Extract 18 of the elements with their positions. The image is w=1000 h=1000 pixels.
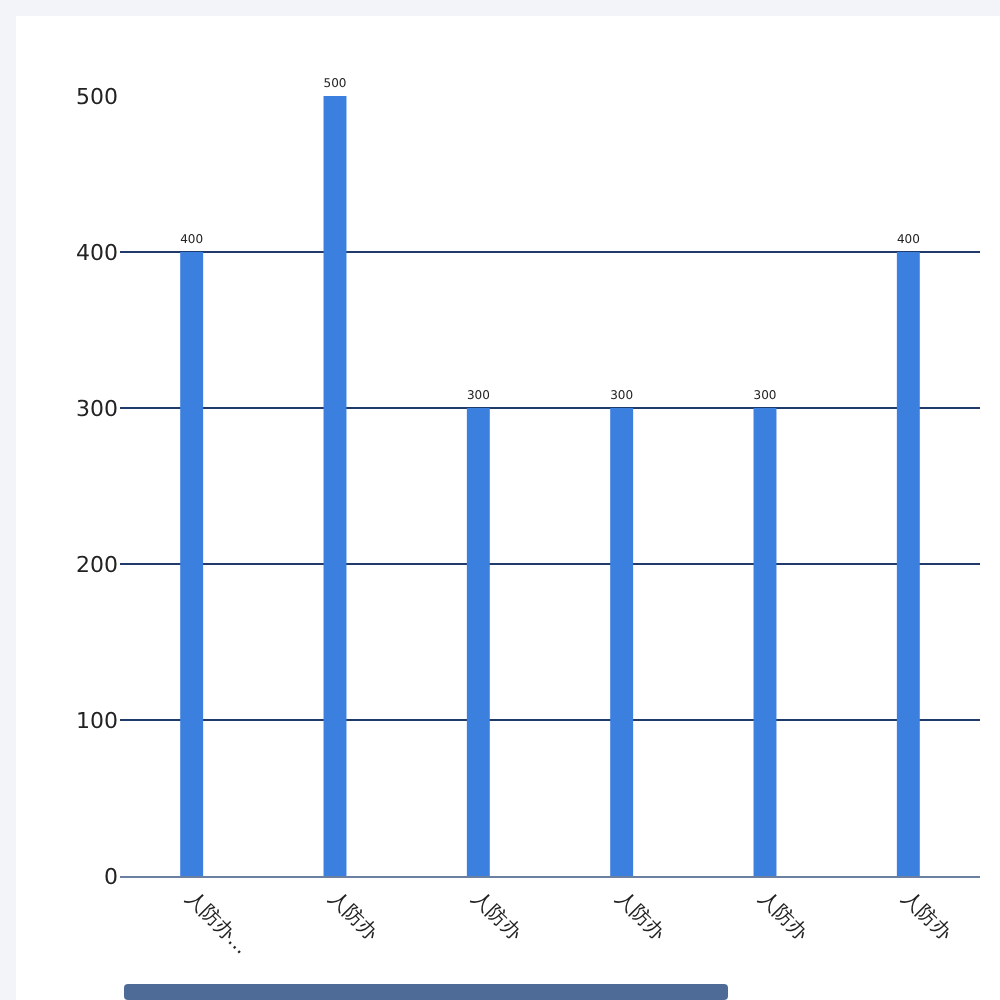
bar [610,408,634,876]
x-tick-label: 人防办 [467,886,527,946]
bar [753,408,777,876]
x-tick-label: 人防办 [610,886,670,946]
bar [466,408,490,876]
y-tick-label: 200 [76,551,118,578]
y-tick-label: 500 [76,83,118,110]
y-tick-label: 100 [76,707,118,734]
y-tick-label: 0 [104,863,118,890]
x-tick-label: 人防办 [753,886,814,946]
x-tick-label: 人防办 [897,886,957,946]
bar [896,252,920,876]
bar [180,252,204,876]
x-tick-label: 人防办... [180,886,254,960]
x-tick-label: 人防办 [323,886,384,946]
y-tick-label: 300 [76,395,118,422]
y-tick-label: 400 [76,239,118,266]
bar [323,96,347,876]
